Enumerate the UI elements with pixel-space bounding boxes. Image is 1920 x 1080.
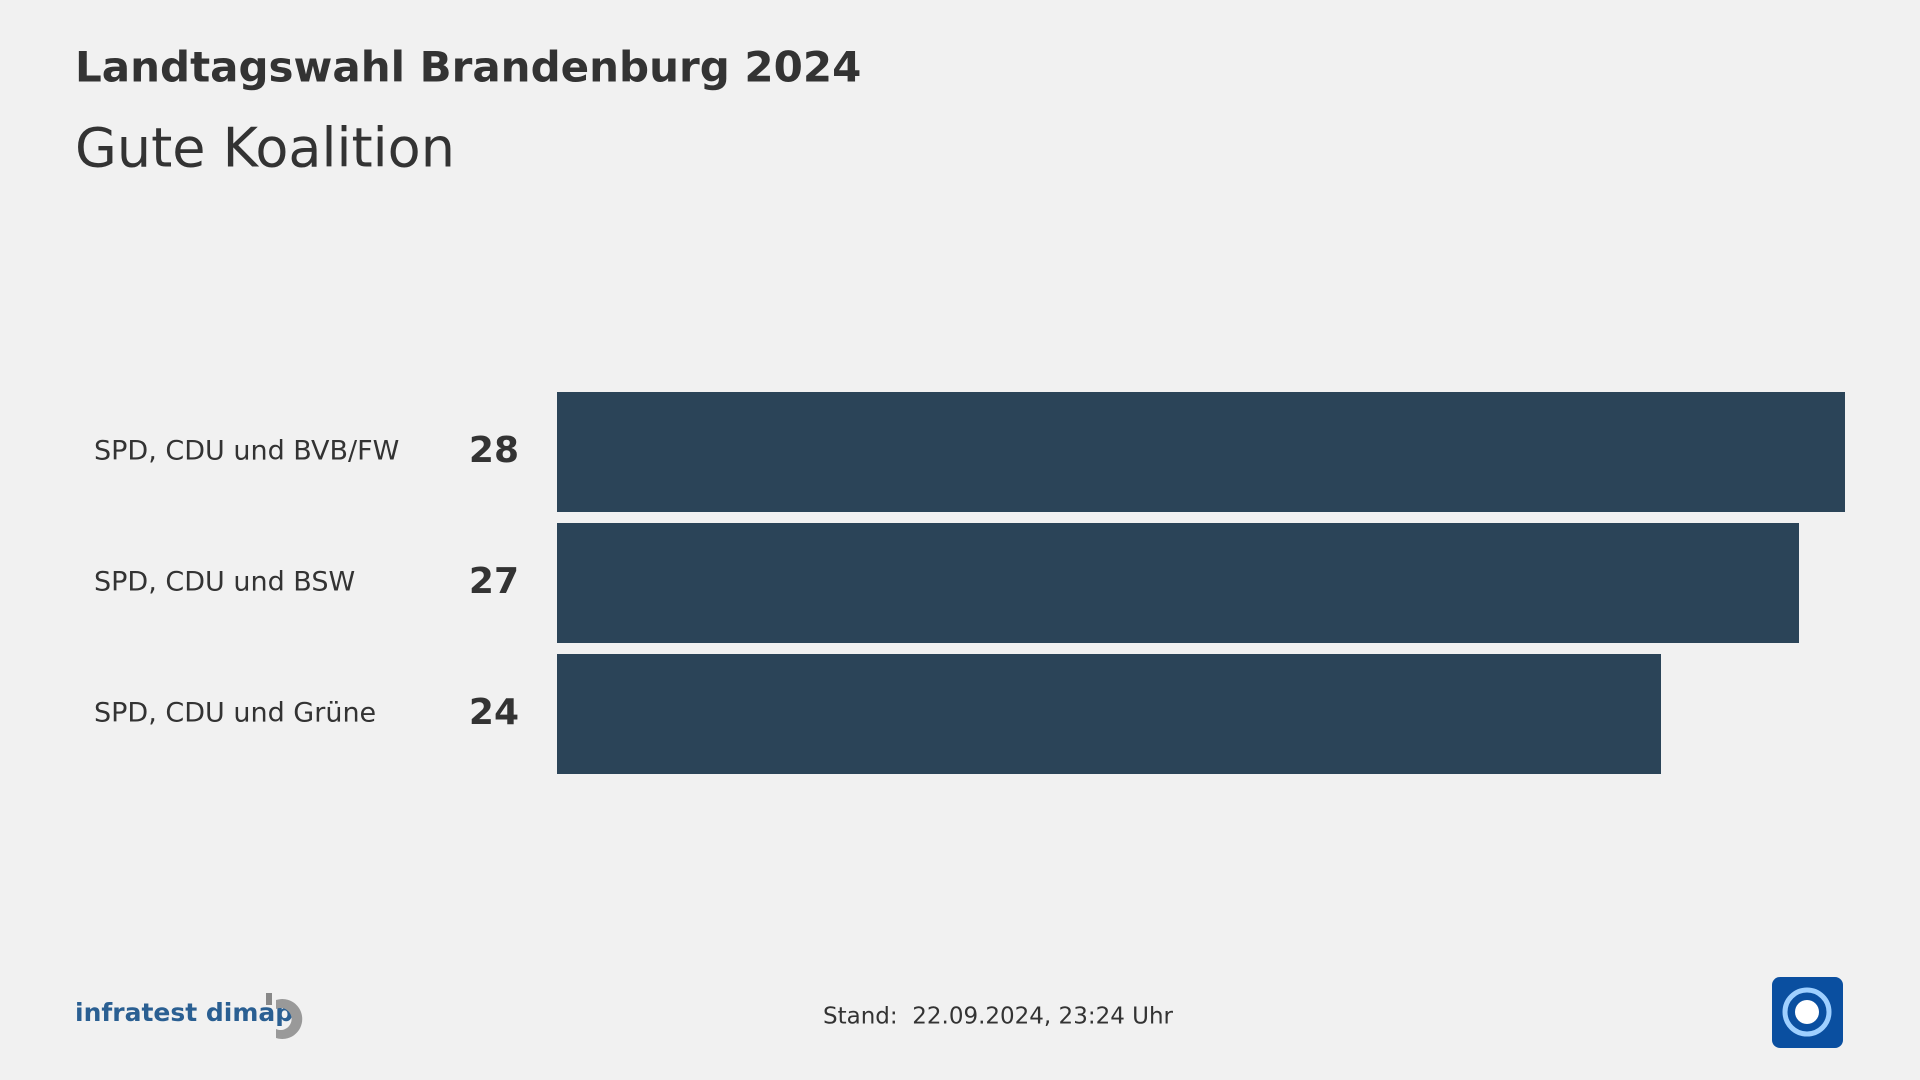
- chart-title: Landtagswahl Brandenburg 2024: [75, 43, 861, 92]
- category-label: SPD, CDU und BVB/FW: [94, 436, 399, 467]
- bar: [557, 392, 1845, 512]
- stand-label: Stand: 22.09.2024, 23:24 Uhr: [823, 1004, 1174, 1030]
- chart-subtitle: Gute Koalition: [75, 117, 455, 180]
- category-label: SPD, CDU und Grüne: [94, 698, 376, 729]
- bar: [557, 523, 1799, 643]
- bar: [557, 654, 1661, 774]
- value-label: 27: [469, 561, 519, 602]
- source-label: infratest dimap: [75, 998, 293, 1027]
- source-logo: [266, 993, 303, 1039]
- value-label: 24: [469, 692, 519, 733]
- broadcaster-logo: [1772, 977, 1843, 1048]
- category-label: SPD, CDU und BSW: [94, 567, 355, 598]
- value-label: 28: [469, 430, 519, 471]
